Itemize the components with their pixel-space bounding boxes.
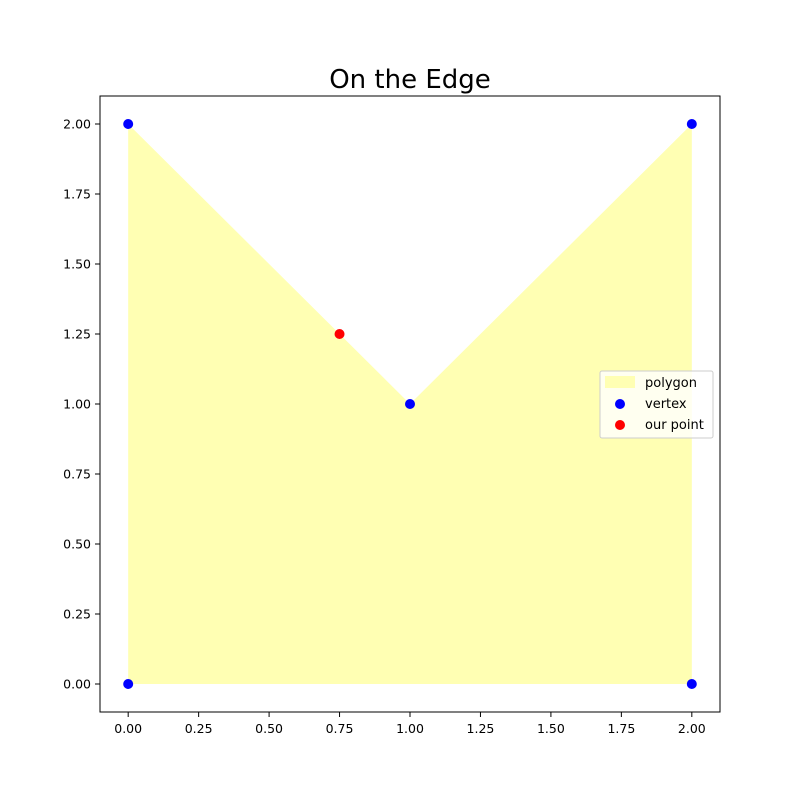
y-tick-label: 0.00 bbox=[63, 677, 91, 692]
vertex-point bbox=[405, 399, 415, 409]
vertex-point bbox=[686, 119, 697, 129]
x-tick-label: 0.00 bbox=[114, 721, 142, 736]
y-tick-label: 1.00 bbox=[63, 397, 91, 412]
legend-label-polygon: polygon bbox=[645, 376, 697, 391]
x-tick-label: 1.50 bbox=[537, 721, 565, 736]
x-tick-label: 2.00 bbox=[678, 721, 706, 736]
x-tick-label: 0.75 bbox=[326, 721, 354, 736]
vertex-point bbox=[686, 679, 697, 689]
y-tick-label: 1.50 bbox=[63, 257, 91, 272]
legend-our-point-marker bbox=[615, 420, 625, 430]
y-tick-label: 1.25 bbox=[63, 327, 91, 342]
legend-label-our-point: our point bbox=[645, 418, 704, 433]
x-tick-label: 1.75 bbox=[607, 721, 635, 736]
our-point-point bbox=[334, 329, 345, 339]
y-tick-label: 2.00 bbox=[63, 117, 91, 132]
x-tick-label: 0.50 bbox=[255, 721, 283, 736]
legend-vertex-marker bbox=[615, 399, 625, 409]
plot-area bbox=[123, 119, 697, 689]
y-tick-label: 0.75 bbox=[63, 467, 91, 482]
x-tick-label: 0.25 bbox=[185, 721, 213, 736]
vertex-point bbox=[123, 119, 134, 129]
y-tick-label: 0.50 bbox=[63, 537, 91, 552]
legend-label-vertex: vertex bbox=[645, 397, 687, 412]
y-tick-label: 0.25 bbox=[63, 607, 91, 622]
axes: 0.00 0.25 0.50 0.75 1.00 1.25 1.50 1.75 2.00 0.00… bbox=[63, 95, 721, 736]
x-tick-label: 1.25 bbox=[467, 721, 495, 736]
y-tick-label: 1.75 bbox=[63, 187, 91, 202]
legend-polygon-swatch bbox=[605, 376, 635, 388]
chart-title: On the Edge bbox=[329, 65, 491, 95]
x-tick-label: 1.00 bbox=[396, 721, 424, 736]
vertex-point bbox=[123, 679, 134, 689]
legend: polygon vertex our point bbox=[599, 370, 714, 439]
